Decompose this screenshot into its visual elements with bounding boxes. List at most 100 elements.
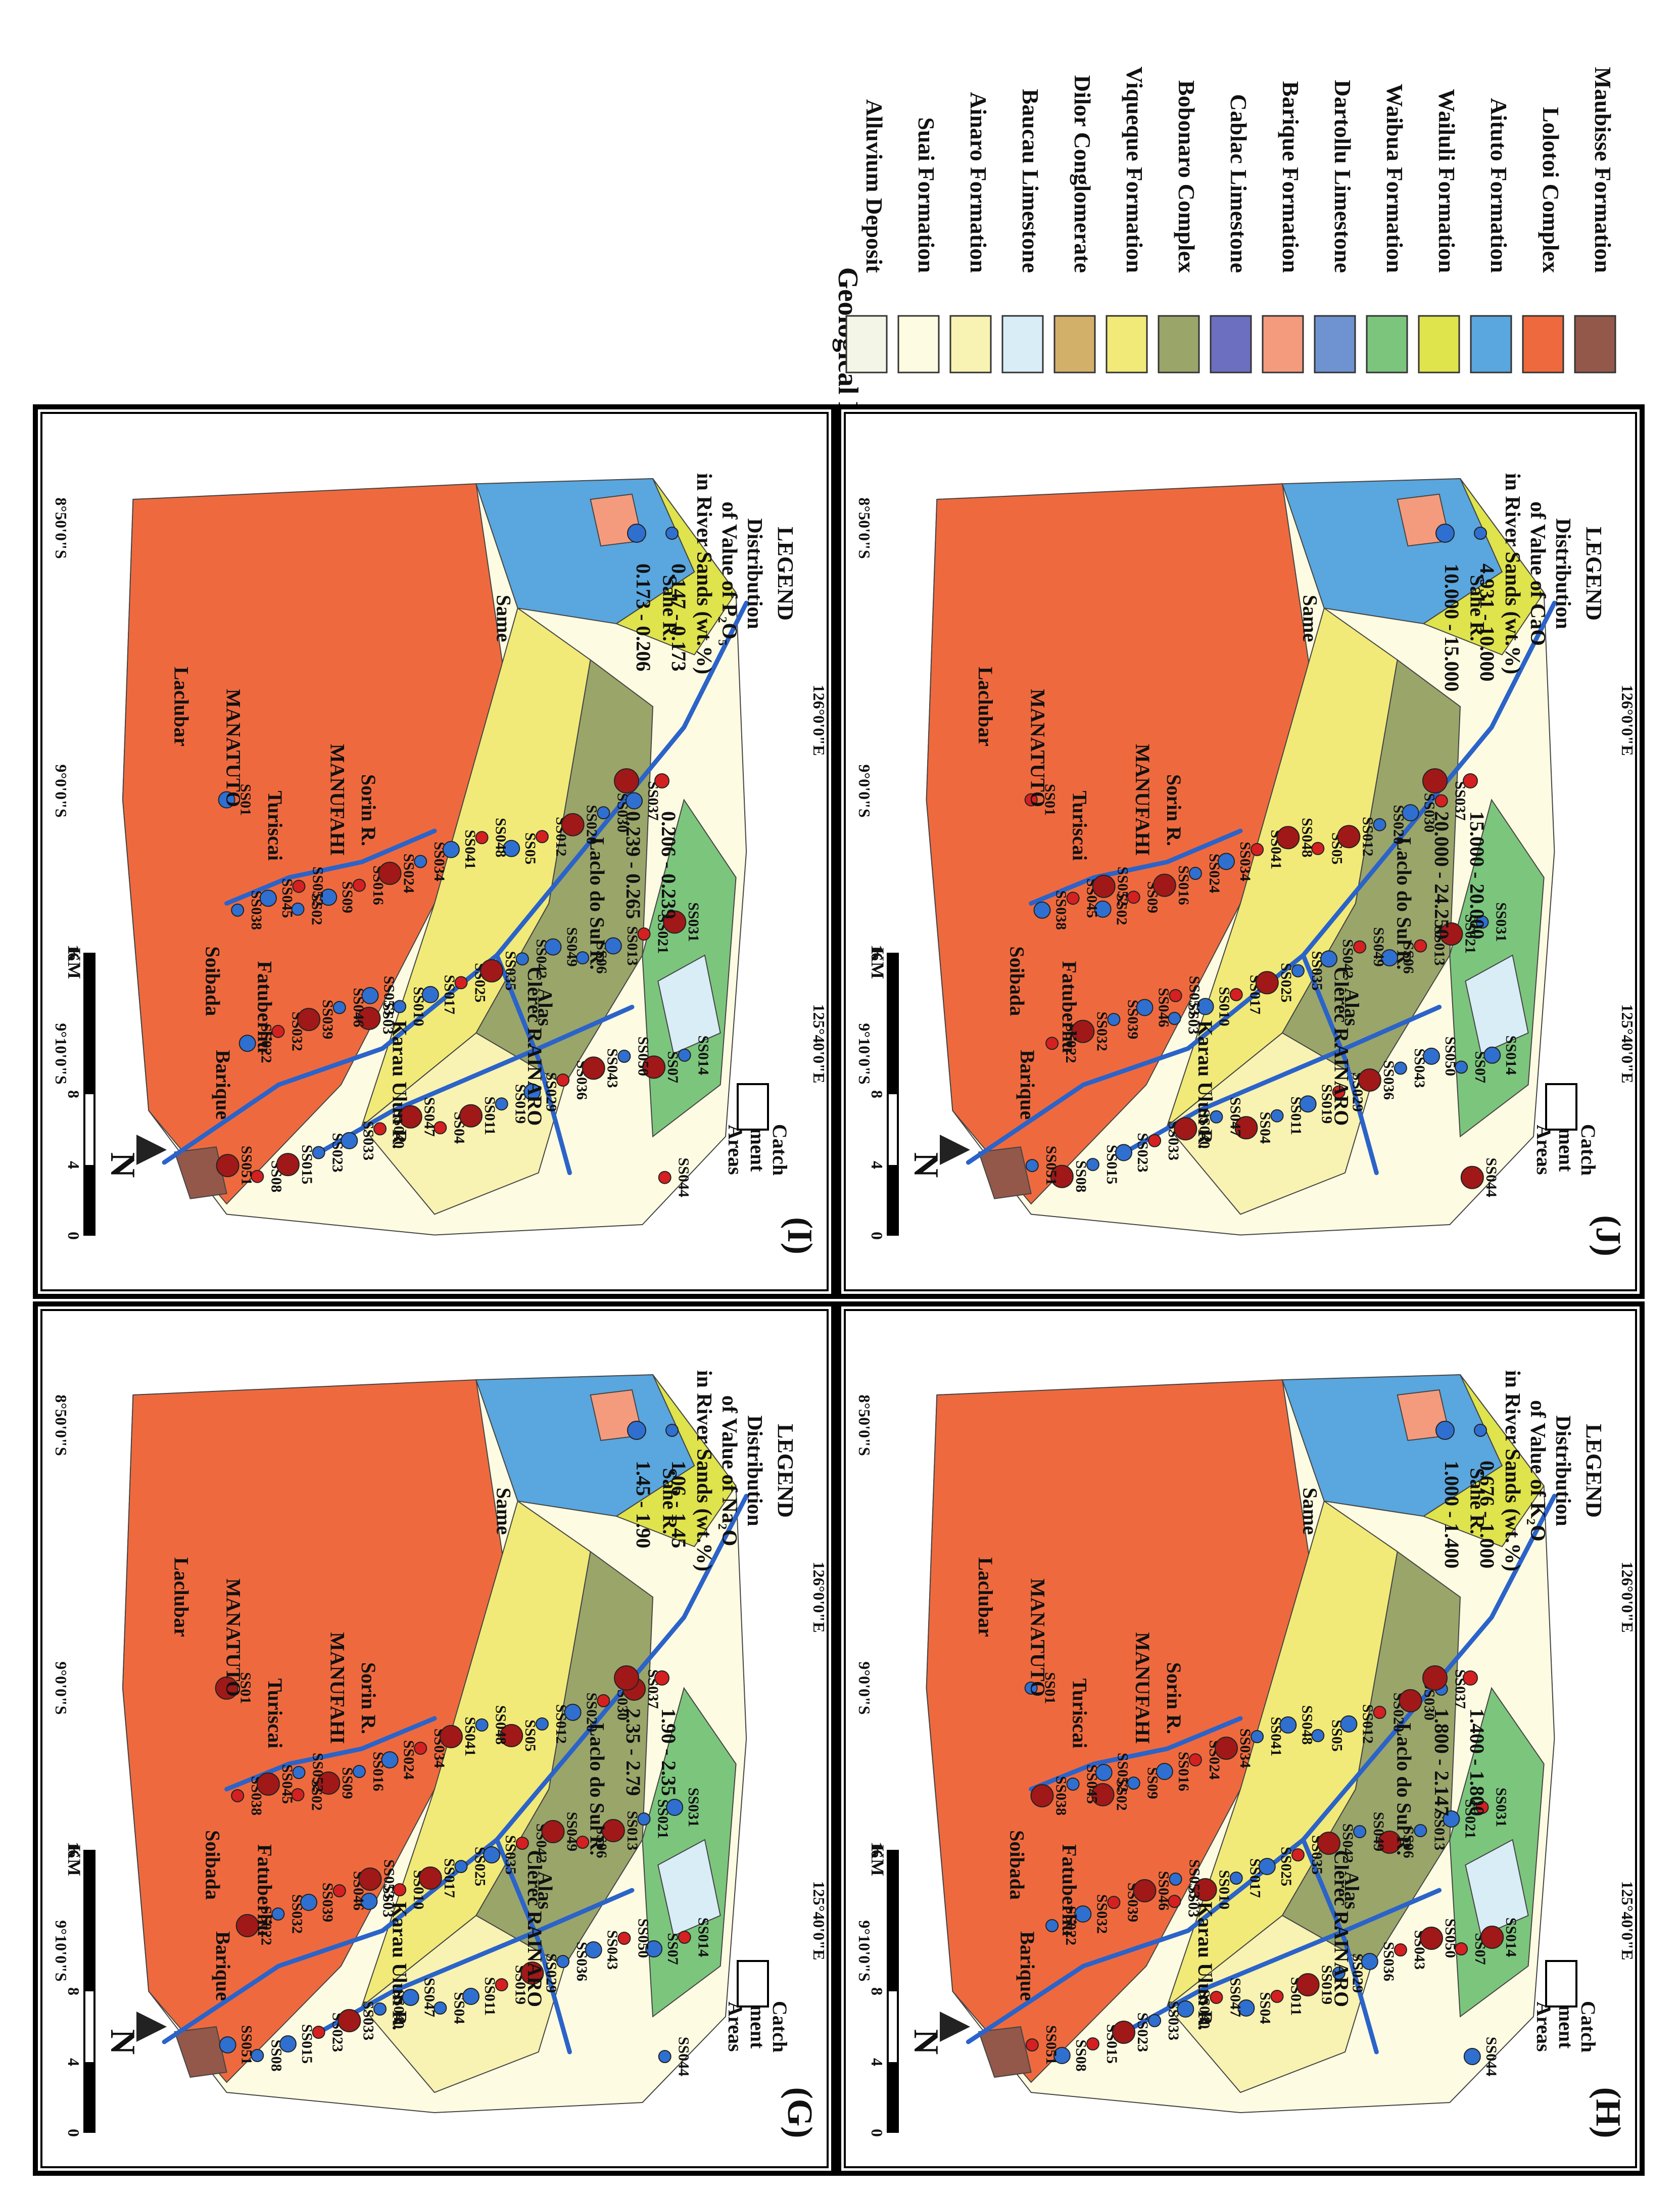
sample-point bbox=[418, 1866, 442, 1890]
maubisse-patch bbox=[174, 1146, 227, 1199]
place-name: MANATUTO bbox=[222, 689, 245, 807]
place-name: Fatuberliu bbox=[1058, 1844, 1081, 1936]
sample-point bbox=[1296, 1973, 1320, 1996]
sample-point bbox=[1188, 867, 1202, 880]
ainaro-zone bbox=[1166, 1915, 1372, 2093]
scale-tick-8: 8 bbox=[868, 1987, 886, 1995]
place-name: Laclubar bbox=[974, 667, 997, 746]
sample-point bbox=[381, 1751, 399, 1768]
sample-point bbox=[1279, 1716, 1297, 1734]
north-arrow-label: N bbox=[103, 2029, 142, 2055]
site-label: SS031 bbox=[1493, 902, 1510, 942]
sample-point bbox=[515, 1837, 529, 1850]
legend-title: LEGEND bbox=[1581, 1424, 1606, 1518]
sample-point bbox=[535, 1717, 549, 1731]
site-label: SS051 bbox=[1043, 2025, 1060, 2065]
river-name: Sahe R. bbox=[659, 1468, 682, 1534]
sample-point bbox=[271, 1907, 285, 1921]
sample-point bbox=[1033, 901, 1051, 919]
legend-class-symbol-2 bbox=[1435, 1421, 1455, 1440]
sample-point bbox=[1229, 988, 1243, 1001]
sample-point bbox=[1373, 818, 1386, 831]
sample-point bbox=[564, 1704, 582, 1721]
river-line-4 bbox=[1301, 953, 1379, 1175]
sample-point bbox=[604, 937, 622, 955]
formation-swatch-11 bbox=[1366, 315, 1408, 374]
legend-class-label-2: 0.173 - 0.206 bbox=[632, 564, 655, 671]
place-name: Laclubar bbox=[170, 667, 193, 746]
scale-bar-segment bbox=[889, 1094, 897, 1165]
scale-tick-0: 0 bbox=[868, 2129, 886, 2137]
sample-point bbox=[259, 890, 277, 907]
wailuli-zone bbox=[615, 1374, 737, 1548]
place-name: Alas bbox=[1340, 1871, 1363, 1909]
catchment-label-3: Areas bbox=[724, 1125, 747, 1175]
sample-point bbox=[495, 1978, 508, 1991]
site-label: SS048 bbox=[1299, 1705, 1315, 1745]
sample-point bbox=[617, 1932, 631, 1945]
sample-point bbox=[658, 1171, 671, 1184]
sample-point bbox=[678, 1048, 691, 1062]
legend-class-label-3: 1.90 - 2.35 bbox=[657, 1708, 680, 1796]
place-name: Soibada bbox=[201, 1830, 224, 1900]
panel-letter: (G) bbox=[780, 2087, 819, 2138]
sample-point bbox=[297, 1008, 321, 1032]
sample-point bbox=[1024, 793, 1038, 807]
site-label: SS049 bbox=[1370, 927, 1387, 966]
site-label: SS049 bbox=[564, 927, 581, 966]
north-arrow-icon bbox=[940, 1135, 970, 1165]
legend-distribution: Distribution bbox=[743, 1415, 766, 1526]
legend-title: LEGEND bbox=[773, 1424, 798, 1518]
place-name: Turiscai bbox=[1069, 1678, 1091, 1749]
sample-point bbox=[1291, 1848, 1305, 1861]
legend-variable: of Value of Na₂O bbox=[717, 1395, 741, 1546]
panel-inner-frame bbox=[40, 412, 829, 1291]
lolotoi-complex-zone bbox=[122, 1379, 508, 2083]
legend-class-symbol-3 bbox=[1463, 1670, 1478, 1686]
sample-point bbox=[352, 878, 366, 892]
sample-point bbox=[434, 1121, 447, 1135]
maubisse-patch bbox=[978, 1146, 1032, 1199]
sample-point bbox=[1045, 1037, 1059, 1050]
scale-bar-segment bbox=[889, 1991, 897, 2062]
sample-point bbox=[1086, 1158, 1099, 1172]
site-label: SS050 bbox=[635, 1037, 651, 1076]
lon-label-1: 125°40'0"E bbox=[810, 1004, 828, 1084]
catchment-label-2: ment bbox=[746, 2005, 769, 2049]
legend-distribution: Distribution bbox=[1551, 518, 1574, 629]
sample-point bbox=[1480, 1926, 1504, 1949]
sample-point bbox=[402, 1989, 419, 2006]
lat-label-2: 9°0'0"S bbox=[855, 764, 874, 817]
formation-label-10: Dartollu Limestone bbox=[1330, 80, 1356, 273]
sample-point bbox=[1251, 1730, 1264, 1743]
scale-unit: KM bbox=[64, 1845, 84, 1876]
sample-point bbox=[475, 1718, 489, 1732]
site-label: SS052 bbox=[1115, 867, 1131, 906]
site-label: SS047 bbox=[1227, 1097, 1243, 1137]
sample-point bbox=[1188, 1753, 1202, 1766]
scale-unit: KM bbox=[64, 948, 84, 979]
legend-units: in River Sands (wt.%) bbox=[692, 473, 715, 674]
sample-point bbox=[1439, 922, 1463, 946]
legend-class-symbol-3 bbox=[654, 773, 669, 788]
sample-point bbox=[495, 1097, 508, 1111]
north-arrow-label: N bbox=[103, 1152, 142, 1178]
site-label: SS01 bbox=[1042, 784, 1059, 816]
sample-point bbox=[1460, 1165, 1484, 1189]
sample-point bbox=[1332, 1967, 1346, 1980]
sample-point bbox=[1234, 1116, 1258, 1140]
river-name: Laclo do Sul R. bbox=[586, 1723, 609, 1855]
sample-point bbox=[361, 987, 379, 1004]
site-label: SS031 bbox=[685, 902, 702, 942]
catchment-label-3: Areas bbox=[1532, 1125, 1555, 1175]
sample-point bbox=[1311, 1729, 1325, 1742]
sample-point bbox=[582, 1056, 605, 1080]
sample-point bbox=[1320, 950, 1337, 968]
lon-label-2: 126°0'0"E bbox=[810, 1562, 828, 1633]
sample-point bbox=[399, 1105, 422, 1129]
sample-point bbox=[1434, 794, 1448, 808]
site-label: SS037 bbox=[1452, 781, 1469, 820]
legend-class-symbol-1 bbox=[1474, 1424, 1487, 1437]
legend-title: LEGEND bbox=[1581, 527, 1606, 621]
sample-point bbox=[483, 1846, 501, 1863]
